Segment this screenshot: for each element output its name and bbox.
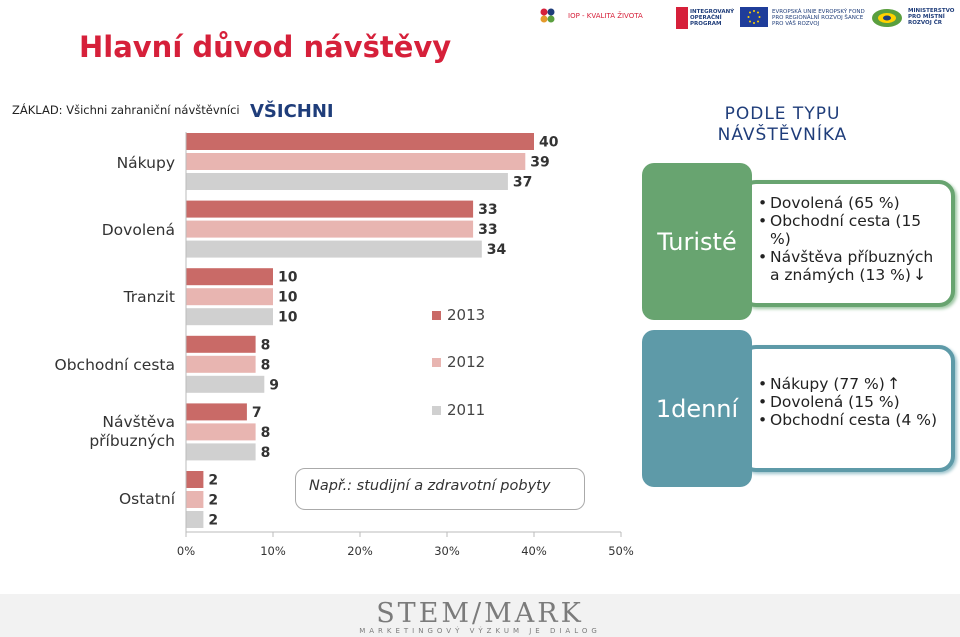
sponsor-logos: IOP - KVALITA ŽIVOTA INTEGROVANÝ OPERAČN… <box>540 4 960 34</box>
value-label-5-2013: 2 <box>208 473 218 489</box>
bar-1-2013 <box>186 200 474 218</box>
value-label-0-2013: 40 <box>539 135 559 151</box>
x-tick-label: 30% <box>434 544 460 558</box>
sample-basis: ZÁKLAD: Všichni zahraniční návštěvníci <box>12 103 240 117</box>
mmr-logo-icon <box>870 7 904 29</box>
oneday-reasons-box: Nákupy (77 %)↑ Dovolená (15 %) Obchodní … <box>740 345 955 472</box>
legend-label-2011: 2011 <box>447 401 486 419</box>
value-label-0-2012: 39 <box>530 155 549 171</box>
x-tick-label: 20% <box>347 544 373 558</box>
tourists-reason-1: Dovolená (65 %) <box>758 194 943 212</box>
x-tick-label: 0% <box>177 544 195 558</box>
bar-0-2011 <box>186 173 508 190</box>
bar-5-2013 <box>186 471 204 488</box>
iop-logo-text: IOP - KVALITA ŽIVOTA <box>568 12 643 20</box>
tourists-reason-2: Obchodní cesta (15 %) <box>758 212 943 248</box>
bar-1-2012 <box>186 220 474 238</box>
value-label-3-2012: 8 <box>261 357 271 373</box>
bar-2-2013 <box>186 268 273 286</box>
integrated-logo-text: INTEGROVANÝ OPERAČNÍ PROGRAM <box>690 9 735 27</box>
bar-4-2013 <box>186 403 247 421</box>
value-label-4-2013: 7 <box>252 405 262 421</box>
value-label-3-2013: 8 <box>261 337 271 353</box>
value-label-4-2012: 8 <box>261 425 271 441</box>
note-box <box>295 468 585 510</box>
tourists-reasons-box: Dovolená (65 %) Obchodní cesta (15 %) Ná… <box>740 180 955 307</box>
legend-item-2011: 2011 <box>432 401 485 419</box>
legend-label-2012: 2012 <box>447 353 486 371</box>
iop-logo-icon <box>540 8 555 23</box>
footer-tagline: MARKETINGOVÝ VÝZKUM JE DIALOG <box>359 627 601 635</box>
bar-0-2012 <box>186 153 526 170</box>
x-tick-label: 50% <box>608 544 634 558</box>
category-label-transit: Tranzit <box>123 288 175 306</box>
legend-item-2012: 2012 <box>432 353 485 371</box>
oneday-reason-3: Obchodní cesta (4 %) <box>758 411 943 429</box>
category-label-holiday: Dovolená <box>101 221 175 239</box>
segments-title-line1: PODLE TYPU <box>724 104 841 124</box>
oneday-reason-1: Nákupy (77 %)↑ <box>758 374 943 394</box>
note-text: Např.: studijní a zdravotní pobyty <box>309 478 551 494</box>
tourists-reason-3-text: Návštěva příbuzných a známých (13 %) <box>770 248 934 284</box>
x-tick-label: 10% <box>260 544 286 558</box>
legend-item-2013: 2013 <box>432 306 485 324</box>
section-all-title: VŠICHNI <box>250 101 334 122</box>
legend-swatch-2013 <box>432 310 441 320</box>
bar-2-2011 <box>186 308 273 326</box>
bar-5-2011 <box>186 511 204 528</box>
segments-title: PODLE TYPU NÁVŠTĚVNÍKA <box>680 104 885 146</box>
value-label-2-2011: 10 <box>278 310 298 326</box>
value-label-3-2011: 9 <box>269 377 279 393</box>
mmr-logo-text: MINISTERSTVO PRO MÍSTNÍ ROZVOJ ČR <box>908 8 955 26</box>
segments-title-line2: NÁVŠTĚVNÍKA <box>717 125 848 145</box>
legend-label-2013: 2013 <box>447 306 486 324</box>
value-label-4-2011: 8 <box>261 445 271 461</box>
bar-4-2011 <box>186 443 256 461</box>
bar-3-2012 <box>186 355 256 373</box>
value-label-2-2013: 10 <box>278 270 298 286</box>
oneday-label: 1denní <box>642 330 752 487</box>
bar-4-2012 <box>186 423 256 441</box>
value-label-1-2011: 34 <box>487 242 507 258</box>
footer-brand-logo: STEM/MARK <box>376 598 584 629</box>
oneday-reason-2: Dovolená (15 %) <box>758 393 943 411</box>
arrow-up-icon: ↑ <box>886 374 901 393</box>
bar-5-2012 <box>186 491 204 508</box>
legend-swatch-2011 <box>432 405 441 415</box>
eu-flag-icon <box>740 7 768 27</box>
value-label-1-2012: 33 <box>478 222 497 238</box>
oneday-reason-1-text: Nákupy (77 %) <box>770 375 885 393</box>
value-label-5-2012: 2 <box>208 493 218 509</box>
bar-3-2011 <box>186 375 265 393</box>
value-label-0-2011: 37 <box>513 175 532 191</box>
category-label-other: Ostatní <box>118 490 175 508</box>
page-title: Hlavní důvod návštěvy <box>79 30 452 64</box>
legend-swatch-2012 <box>432 357 441 367</box>
value-label-1-2013: 33 <box>478 202 497 218</box>
category-label-business: Obchodní cesta <box>54 356 175 374</box>
value-label-2-2012: 10 <box>278 290 298 306</box>
eu-logo-text: EVROPSKÁ UNIE EVROPSKÝ FOND PRO REGIONÁL… <box>772 9 865 27</box>
value-label-5-2011: 2 <box>208 513 218 529</box>
bar-0-2013 <box>186 133 534 150</box>
arrow-down-icon: ↓ <box>912 265 927 284</box>
bar-2-2012 <box>186 288 273 306</box>
tourists-reason-3: Návštěva příbuzných a známých (13 %)↓ <box>758 248 943 284</box>
footer-band <box>0 594 960 637</box>
bar-3-2013 <box>186 335 256 353</box>
category-label-relatives: Návštěva příbuzných <box>89 413 175 450</box>
tourists-label: Turisté <box>642 163 752 320</box>
category-label-shopping: Nákupy <box>116 154 175 172</box>
integrated-logo-icon <box>676 7 688 29</box>
x-tick-label: 40% <box>521 544 547 558</box>
bar-1-2011 <box>186 240 482 258</box>
